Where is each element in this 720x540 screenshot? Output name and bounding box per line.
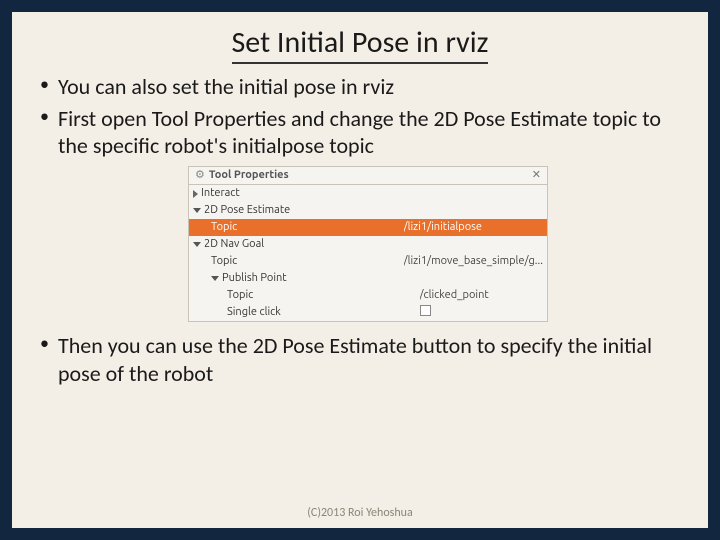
tree-label: Single click	[227, 306, 281, 320]
tree-row-pose-topic[interactable]: Topic /lizi1/initialpose	[189, 219, 547, 236]
tree-label: Topic	[211, 221, 237, 235]
tree-row-2d-pose-estimate[interactable]: 2D Pose Estimate	[189, 202, 547, 219]
bullet-text: Then you can use the 2D Pose Estimate bu…	[58, 332, 652, 387]
collapse-icon[interactable]	[193, 242, 201, 247]
collapse-icon[interactable]	[193, 208, 201, 213]
tool-properties-panel-wrap: ⚙ Tool Properties ✕ Interact	[188, 166, 548, 323]
bullet-item: Then you can use the 2D Pose Estimate bu…	[40, 332, 680, 387]
tree-value: /lizi1/initialpose	[404, 221, 544, 235]
slide-footer: (C)2013 Roi Yehoshua	[12, 506, 708, 520]
tree-row-interact[interactable]: Interact	[189, 185, 547, 202]
panel-header: ⚙ Tool Properties ✕	[189, 167, 547, 186]
slide-body: Set Initial Pose in rviz You can also se…	[12, 12, 708, 528]
bullet-item: First open Tool Properties and change th…	[40, 105, 680, 323]
bullet-text: First open Tool Properties and change th…	[58, 105, 661, 160]
slide-frame: Set Initial Pose in rviz You can also se…	[0, 0, 720, 540]
slide-title: Set Initial Pose in rviz	[12, 12, 708, 67]
tree-row-nav-goal-topic[interactable]: Topic /lizi1/move_base_simple/g...	[189, 253, 547, 270]
tool-properties-panel: ⚙ Tool Properties ✕ Interact	[188, 166, 548, 323]
panel-title: Tool Properties	[209, 169, 289, 183]
collapse-icon[interactable]	[211, 276, 219, 281]
gear-icon: ⚙	[195, 169, 205, 183]
tree-value: /lizi1/move_base_simple/g...	[404, 255, 544, 269]
tree-value: /clicked_point	[420, 289, 544, 303]
tree-row-publish-topic[interactable]: Topic /clicked_point	[189, 287, 547, 304]
bullet-text: You can also set the initial pose in rvi…	[58, 73, 394, 100]
tree-row-2d-nav-goal[interactable]: 2D Nav Goal	[189, 236, 547, 253]
bullet-list: You can also set the initial pose in rvi…	[40, 73, 680, 387]
tree-label: Topic	[227, 289, 253, 303]
close-icon[interactable]: ✕	[532, 169, 541, 183]
footer-text: (C)2013 Roi Yehoshua	[307, 506, 412, 520]
tree-label: 2D Pose Estimate	[204, 204, 290, 218]
tree-label: Interact	[201, 187, 240, 201]
single-click-checkbox[interactable]	[420, 305, 431, 316]
slide-title-text: Set Initial Pose in rviz	[232, 24, 489, 64]
tree-label: 2D Nav Goal	[204, 238, 264, 252]
tree-label: Publish Point	[222, 272, 287, 286]
bullet-item: You can also set the initial pose in rvi…	[40, 73, 680, 101]
tree-label: Topic	[211, 255, 237, 269]
expand-icon[interactable]	[193, 190, 198, 198]
tree-row-single-click[interactable]: Single click	[189, 304, 547, 321]
tree-row-publish-point[interactable]: Publish Point	[189, 270, 547, 287]
